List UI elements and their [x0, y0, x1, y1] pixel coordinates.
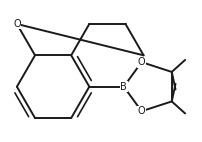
Text: O: O [138, 106, 145, 116]
Text: O: O [13, 19, 21, 29]
Text: B: B [120, 82, 127, 92]
Text: O: O [138, 57, 145, 67]
